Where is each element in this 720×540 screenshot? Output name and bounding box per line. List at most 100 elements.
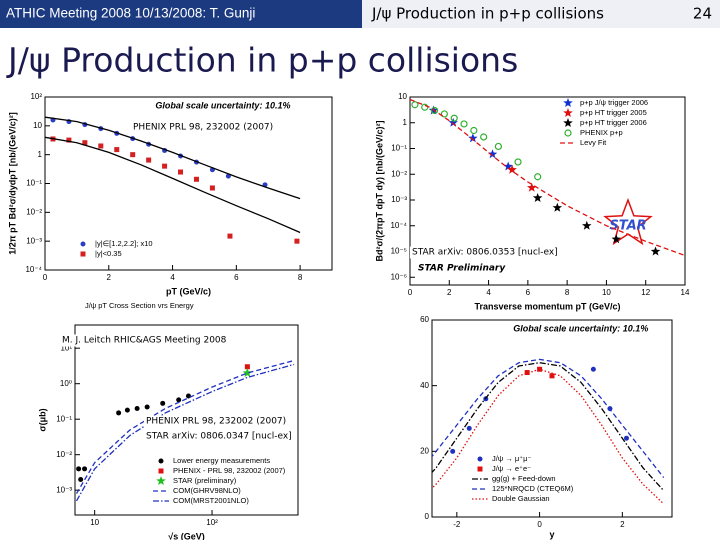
legend-swatch: [564, 129, 572, 137]
y-tick-label: 10⁻³: [26, 236, 42, 245]
x-tick-label: 10: [90, 518, 99, 527]
y-tick-label: 10⁻¹: [56, 414, 72, 423]
data-point: [124, 407, 130, 413]
legend-swatch: [563, 108, 573, 117]
fit-curve: [432, 358, 665, 479]
y-tick-label: 10⁻²: [391, 169, 407, 178]
y-tick-label: 10⁻⁶: [391, 272, 407, 281]
data-point: [537, 366, 543, 372]
header-meeting: ATHIC Meeting 2008 10/13/2008: T. Gunji: [6, 6, 255, 21]
data-point: [82, 466, 88, 472]
data-point: [552, 202, 563, 212]
data-point: [460, 120, 468, 128]
data-point: [114, 147, 120, 153]
y-tick-label: 0: [425, 512, 430, 521]
y-tick-label: 20: [420, 446, 429, 455]
x-tick-label: 4: [486, 288, 491, 297]
data-point: [527, 182, 537, 192]
legend-swatch: [563, 98, 573, 107]
data-point: [507, 164, 517, 174]
annotation-bg: [144, 430, 294, 443]
x-tick-label: 2: [447, 288, 452, 297]
legend-label: J/ψ → μ⁺μ⁻: [492, 454, 531, 463]
annotation: PHENIX PRL 98, 232002 (2007): [133, 123, 273, 133]
annotation: M. J. Leitch RHIC&AGS Meeting 2008: [62, 336, 227, 346]
legend-swatch: [80, 251, 86, 257]
data-point: [134, 406, 140, 412]
y-tick-label: 10⁻²: [56, 450, 72, 459]
y-tick-label: 10⁻¹: [26, 179, 42, 188]
data-point: [470, 126, 478, 135]
fit-curve: [410, 98, 685, 257]
data-point: [534, 173, 542, 181]
fit-curve: [45, 116, 301, 200]
header-right-bar: [362, 0, 720, 28]
data-point: [450, 448, 456, 454]
y-tick-label: 40: [420, 381, 429, 390]
header-left-bar: [0, 0, 362, 28]
data-point: [611, 234, 621, 244]
legend-swatch: [158, 468, 164, 474]
data-point: [66, 137, 72, 143]
data-point: [82, 140, 88, 146]
caption: J/ψ pT Cross Section vrs Energy: [85, 301, 194, 310]
legend-label: Levy Fit: [580, 138, 607, 147]
annotation: PHENIX PRL 98, 232002 (2007): [146, 417, 286, 427]
data-point: [448, 117, 458, 127]
data-point: [244, 364, 250, 370]
star-logo-text: STAR: [609, 219, 646, 234]
legend-label: 125*NRQCD (CTEQ6M): [492, 484, 574, 493]
data-layer: [45, 116, 301, 244]
y-tick-label: 10⁻⁴: [25, 265, 42, 274]
fit-curve: [75, 359, 295, 494]
scale-note: Global scale uncertainty: 10.1%: [155, 100, 290, 110]
data-point: [450, 114, 458, 122]
x-tick-label: 10: [602, 288, 611, 297]
data-point: [421, 103, 429, 111]
page-number: 24: [693, 5, 712, 23]
x-tick-label: 0: [537, 520, 542, 529]
x-axis-label: y: [549, 529, 554, 539]
x-axis-label: Transverse momentum pT (GeV/c): [474, 301, 620, 311]
x-tick-label: 8: [298, 273, 303, 282]
legend-label: PHENIX p+p: [580, 128, 623, 137]
annotation-bg: [131, 121, 276, 134]
data-point: [178, 169, 184, 175]
data-point: [524, 370, 530, 376]
data-point: [503, 161, 513, 171]
x-tick-label: 6: [234, 273, 239, 282]
legend-swatch: [563, 118, 573, 127]
scale-note: Global scale uncertainty: 10.1%: [513, 323, 648, 333]
y-tick-label: 10⁻³: [391, 195, 407, 204]
x-tick-label: 4: [170, 273, 175, 282]
data-point: [466, 425, 472, 431]
data-point: [650, 246, 661, 256]
data-point: [582, 220, 592, 230]
data-point: [480, 133, 488, 141]
data-point: [487, 149, 498, 159]
x-tick-label: 10²: [206, 518, 218, 527]
data-point: [78, 477, 84, 483]
data-point: [176, 397, 182, 403]
data-point: [532, 193, 543, 202]
fit-curve: [75, 363, 295, 502]
data-point: [76, 466, 82, 472]
data-point: [468, 133, 478, 143]
legend-label: |y|∈[1.2,2.2]; x10: [95, 239, 153, 248]
data-point: [130, 152, 136, 158]
data-point: [494, 142, 502, 151]
data-point: [162, 163, 168, 169]
fit-curve: [432, 362, 665, 492]
data-point: [209, 185, 215, 191]
data-layer: [432, 358, 665, 505]
plot-panel: 0 2 4 6 8 10⁻⁴ 10⁻³ 10⁻² 10⁻¹ 1 10 10² pT (GeV/c) 1/2…: [7, 92, 333, 310]
x-axis-label: pT (GeV/c): [166, 286, 211, 296]
fit-curve: [45, 136, 301, 234]
preliminary-label: STAR Preliminary: [418, 264, 506, 274]
y-tick-label: 10¹: [60, 343, 72, 352]
legend-swatch: [477, 466, 483, 472]
data-point: [146, 157, 152, 163]
data-point: [590, 366, 596, 372]
